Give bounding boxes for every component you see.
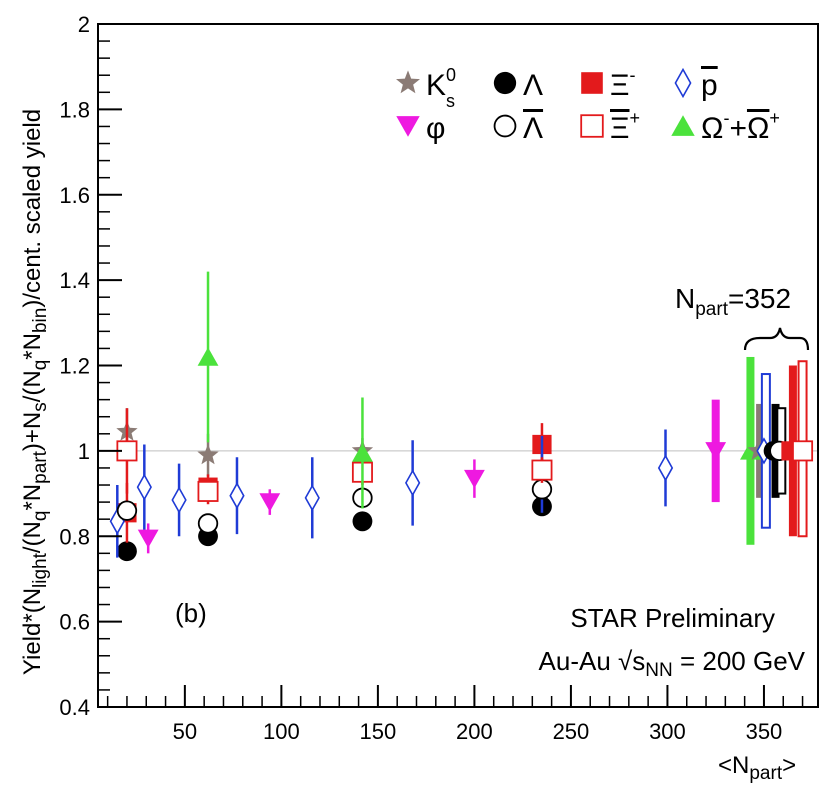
legend-entry: φ (396, 112, 445, 145)
y-tick-label: 0.8 (59, 524, 90, 549)
legend-marker (396, 116, 420, 137)
legend-entry: p (674, 67, 718, 102)
legend-label: Ξ+ (610, 108, 640, 145)
data-point (197, 513, 219, 534)
legend-marker (580, 114, 604, 138)
data-point (259, 493, 281, 512)
series-k0s (116, 408, 374, 477)
experiment-label: STAR Preliminary (570, 603, 775, 633)
y-tick-label: 1.8 (59, 97, 90, 122)
series-lambda (117, 496, 552, 562)
y-axis-label: Yield*(Nlight/(Nq*Npart)+Ns/(Nq*Nbin)/ce… (19, 109, 51, 675)
legend-label: Λ (523, 112, 543, 145)
data-point (117, 541, 137, 562)
legend-entry: Ξ+ (580, 108, 640, 145)
series-anti-proton (109, 429, 674, 558)
panel-label: (b) (175, 598, 207, 628)
data-point (197, 443, 219, 465)
data-point (352, 511, 373, 532)
legend-marker (493, 71, 517, 95)
data-point (304, 484, 320, 512)
reference-point (705, 442, 727, 461)
data-point (352, 443, 373, 462)
data-points-layer (109, 271, 814, 562)
x-tick-label: 100 (263, 719, 300, 744)
legend-entry: Λ (493, 112, 543, 145)
series-phi (137, 459, 485, 554)
legend-marker (671, 115, 695, 136)
data-point (464, 469, 485, 489)
data-point (197, 480, 219, 502)
x-tick-label: 150 (360, 719, 397, 744)
y-tick-label: 1 (78, 439, 90, 464)
y-tick-label: 1.4 (59, 268, 90, 293)
x-tick-label: 250 (553, 719, 590, 744)
data-point (229, 482, 245, 510)
legend-entry: K0 s (396, 65, 456, 111)
series-anti-xi- (116, 408, 553, 505)
legend: K0 s Λ Ξ-p φ Λ Ξ+ Ω-+Ω+ (396, 65, 780, 145)
legend-entry: Λ (493, 69, 543, 102)
series-omega (197, 271, 373, 509)
data-point (197, 347, 219, 366)
legend-label: Ω-+Ω+ (701, 108, 780, 145)
legend-label: Λ (523, 69, 543, 102)
legend-marker (581, 72, 603, 94)
series-xi- (117, 423, 552, 543)
y-tick-label: 1.2 (59, 354, 90, 379)
npart-annotation: Npart=352 (675, 283, 791, 320)
legend-entry: Ξ- (581, 65, 636, 102)
data-point (137, 529, 159, 548)
data-point (136, 473, 152, 501)
legend-marker (493, 114, 517, 138)
x-tick-label: 300 (649, 719, 686, 744)
legend-marker (674, 67, 692, 99)
data-point (171, 486, 187, 514)
data-point (405, 469, 421, 497)
legend-label: K0 s (426, 65, 456, 111)
y-tick-label: 0.4 (59, 695, 90, 720)
x-tick-label: 200 (456, 719, 493, 744)
data-point (116, 500, 138, 521)
legend-label: Ξ- (610, 65, 636, 102)
legend-entry: Ω-+Ω+ (671, 108, 780, 145)
x-tick-label: 50 (173, 719, 197, 744)
legend-marker (396, 70, 420, 94)
x-tick-label: 350 (746, 719, 783, 744)
data-point (531, 459, 553, 481)
x-axis-label: <Npart> (718, 752, 796, 784)
y-tick-label: 1.6 (59, 183, 90, 208)
collision-system-label: Au-Au √sNN = 200 GeV (539, 646, 806, 681)
data-point (657, 454, 674, 482)
legend-label: p (701, 69, 718, 102)
npart-brace (743, 327, 810, 351)
y-tick-label: 0.6 (59, 610, 90, 635)
y-tick-label: 2 (78, 12, 90, 37)
reference-point (792, 440, 814, 462)
legend-label: φ (426, 112, 445, 145)
